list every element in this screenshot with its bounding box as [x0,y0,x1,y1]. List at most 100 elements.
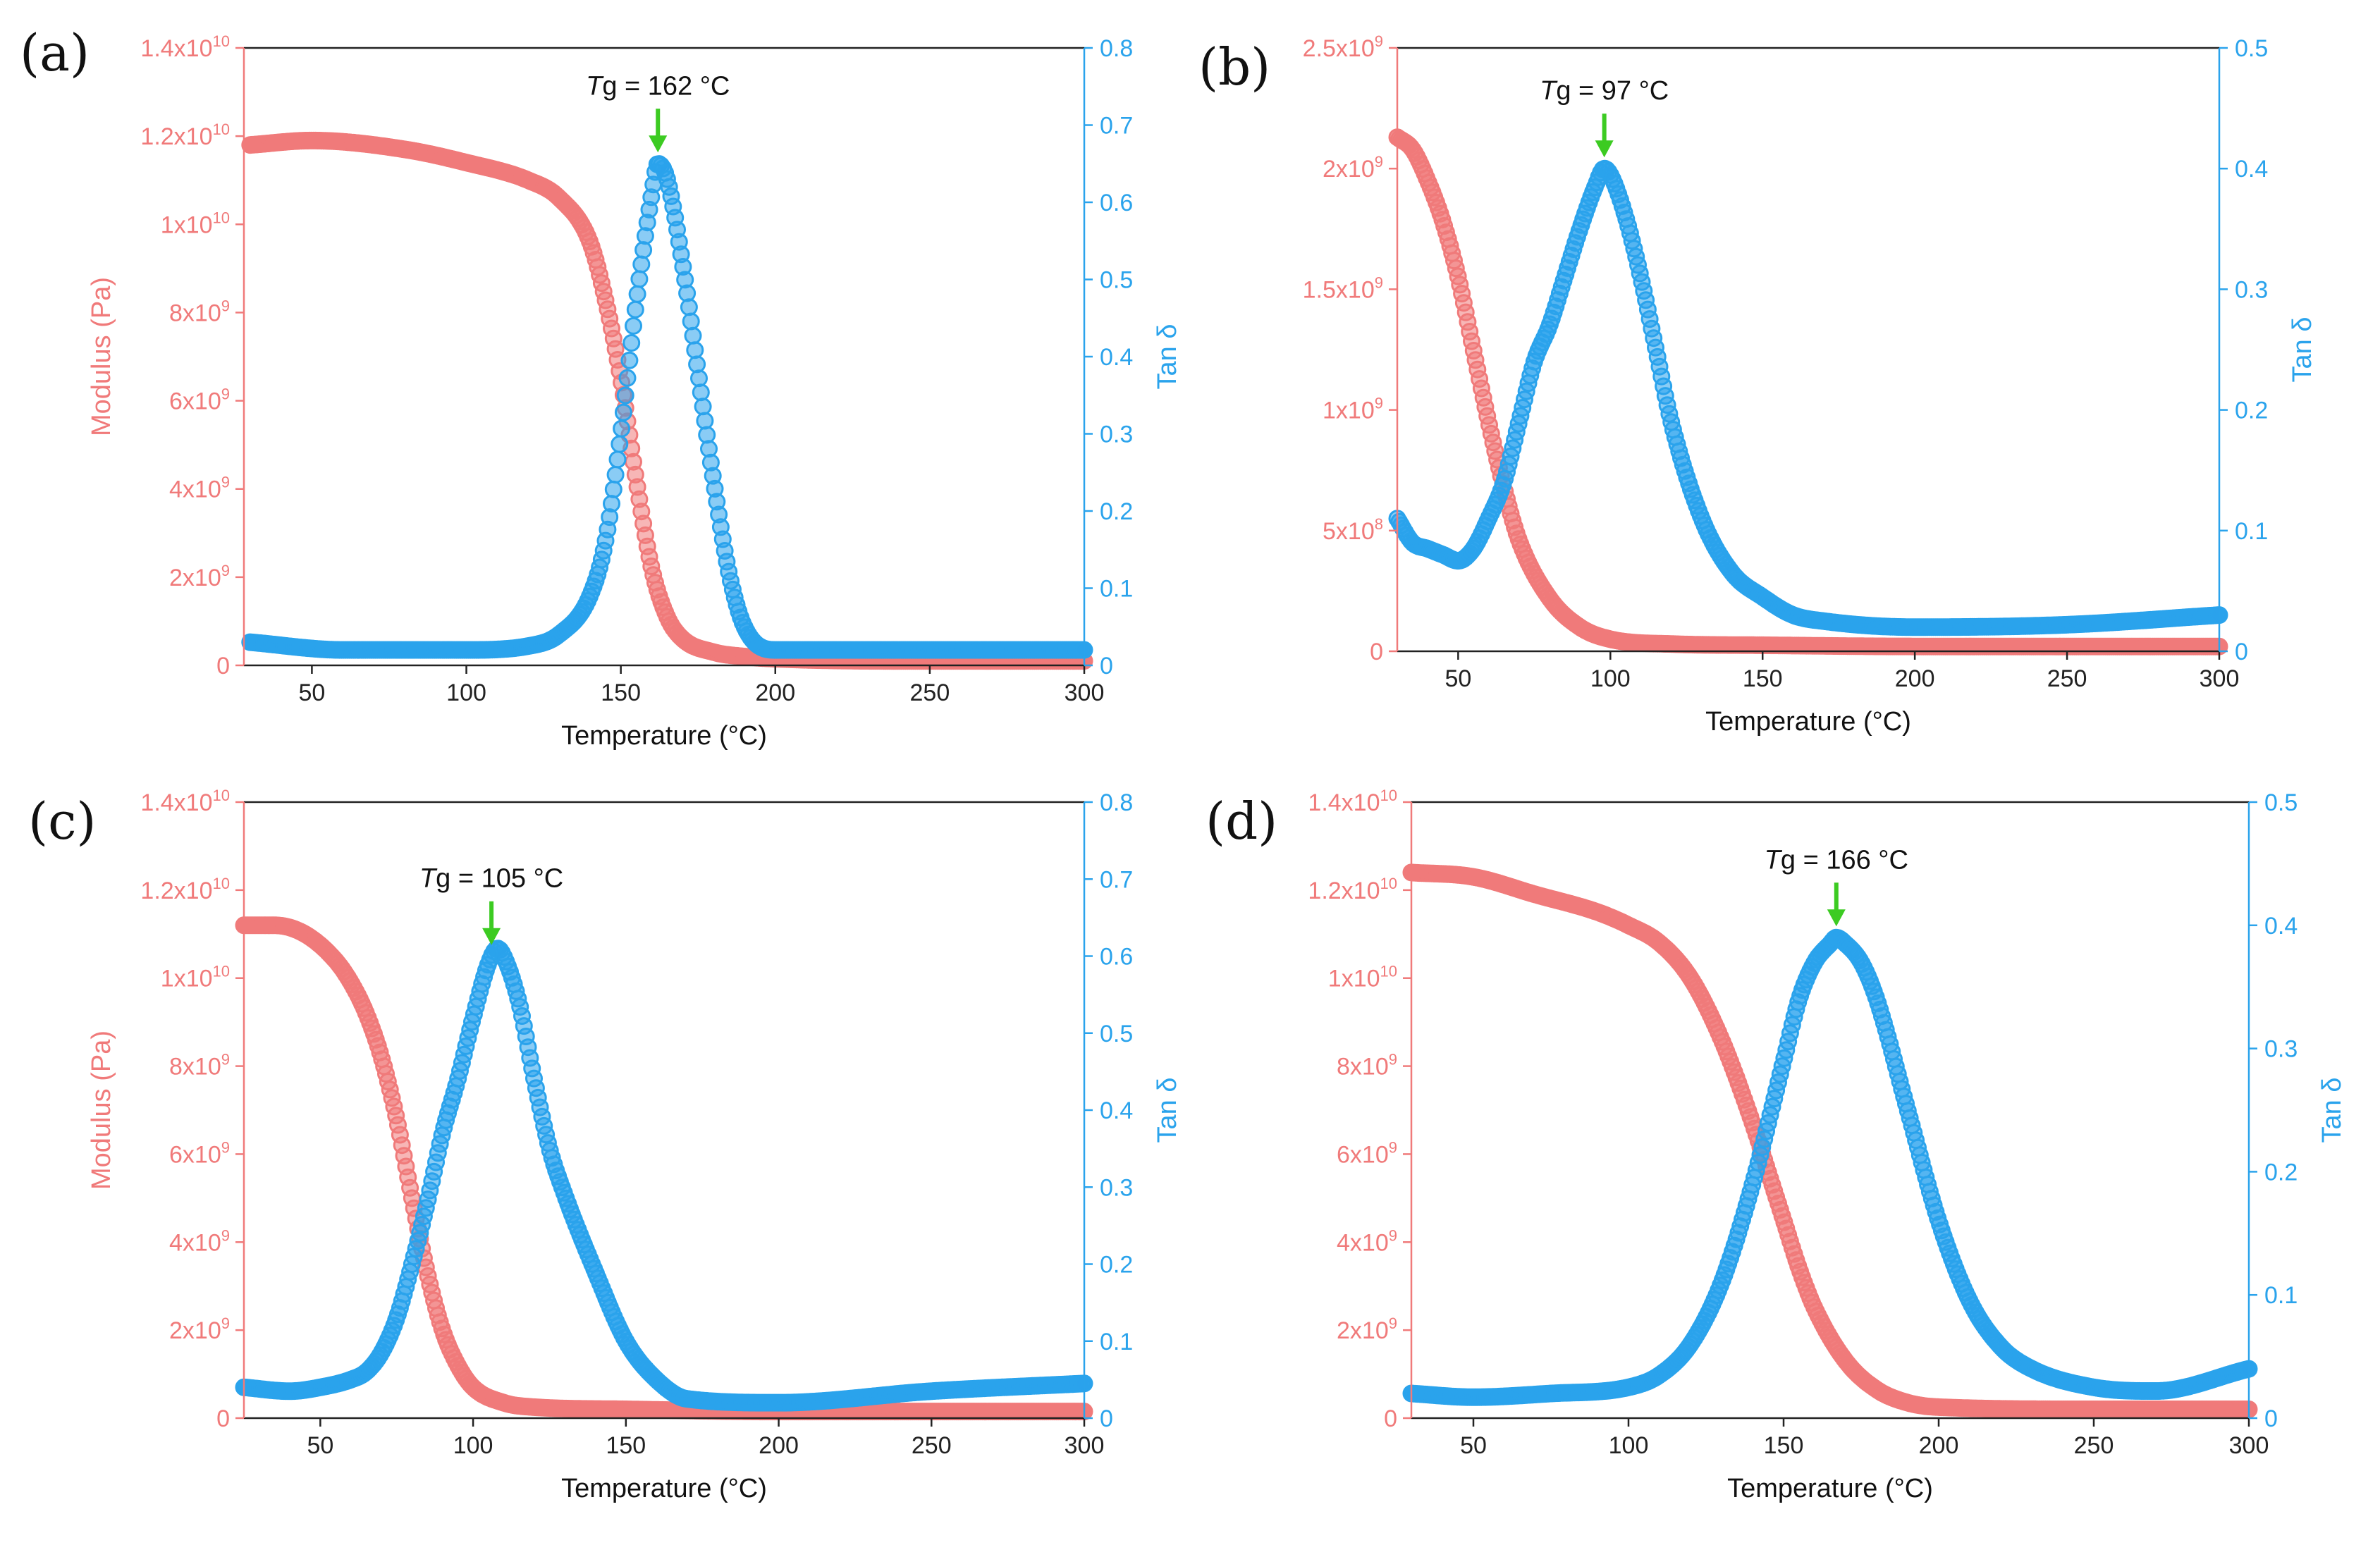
x-tick-label: 150 [606,1432,646,1459]
y-left-tick-label: 0 [1370,639,1383,665]
y-right-tick-label: 0.3 [2235,276,2268,303]
y-right-tick-label: 0.6 [1100,944,1133,971]
x-tick-label: 200 [755,679,795,706]
panel-label: (d) [1206,792,1277,851]
y-right-tick-label: 0.2 [1100,1252,1133,1279]
x-tick-label: 50 [307,1432,333,1459]
y-right-tick-label: 0.4 [1100,1097,1133,1124]
data-point [603,495,620,513]
tan-delta-series [235,940,1093,1412]
data-point [692,383,710,402]
x-tick-label: 250 [912,1432,952,1459]
x-tick-label: 300 [2229,1432,2269,1459]
y-left-axis-title: Modulus (Pa) [87,277,116,436]
y-right-tick-label: 0.1 [1100,1329,1133,1355]
tg-arrow [649,109,668,153]
tg-arrow [1595,113,1614,158]
tg-label: Tg = 97 °C [1540,76,1669,106]
data-point [632,255,651,273]
y-right-tick-label: 0.7 [1100,113,1133,140]
x-tick-label: 100 [1590,665,1631,692]
y-right-tick-label: 0.5 [1100,1021,1133,1047]
y-right-tick-label: 0.1 [2235,518,2268,545]
panel-label: (c) [28,792,97,851]
y-left-tick-label: 1x1010 [161,209,230,238]
y-right-tick-label: 0.3 [1100,1174,1133,1201]
data-point [630,270,649,288]
y-left-axis-title: Modulus (Pa) [87,1030,116,1190]
data-point [604,480,622,498]
y-right-axis-title: Tan δ [1153,324,1182,390]
modulus-series [1388,128,2228,655]
y-right-tick-label: 0 [2264,1405,2278,1432]
data-point [613,419,631,438]
x-axis-title: Temperature (°C) [1727,1474,1933,1503]
x-tick-label: 200 [759,1432,799,1459]
y-right-axis-title: Tan δ [1153,1078,1182,1143]
tan-delta-series [241,155,1093,659]
y-left-tick-label: 4x109 [169,1226,230,1256]
y-left-tick-label: 1.4x1010 [140,32,230,62]
chart-panel-3: (d) 50 100 150 200 250 300 Temperature (°C) 0 2x1… [1206,787,2347,1503]
tg-arrow [1827,882,1846,927]
x-tick-label: 50 [298,679,325,706]
y-right-tick-label: 0 [2235,639,2248,665]
data-point [614,403,632,421]
y-left-tick-label: 5x108 [1323,515,1383,545]
y-right-axis-title: Tan δ [2317,1078,2347,1143]
data-point [690,369,708,388]
y-left-tick-label: 0 [216,653,230,679]
y-left-tick-label: 2x109 [1323,153,1383,183]
y-right-tick-label: 0.1 [2264,1282,2298,1309]
y-right-tick-label: 0.2 [2235,398,2268,424]
data-point [611,435,629,453]
y-left-tick-label: 6x109 [169,1138,230,1168]
data-point [625,316,642,335]
y-left-tick-label: 1x109 [1323,395,1383,424]
y-right-axis-title: Tan δ [2288,317,2317,383]
x-tick-label: 100 [453,1432,493,1459]
y-left-tick-label: 8x109 [169,297,230,326]
x-tick-label: 50 [1444,665,1471,692]
x-axis-title: Temperature (°C) [561,721,767,751]
x-tick-label: 300 [2200,665,2240,692]
tg-label: Tg = 105 °C [419,864,563,894]
data-point [686,341,704,359]
x-axis-title: Temperature (°C) [561,1474,767,1503]
y-left-tick-label: 1.4x1010 [140,787,230,816]
x-axis-title: Temperature (°C) [1705,707,1911,737]
panel-label: (b) [1198,37,1270,97]
chart-panel-2: (c) 50 100 150 200 250 300 Temperature (°C) 0 2x1… [28,787,1182,1503]
x-tick-label: 300 [1065,1432,1105,1459]
data-point [694,398,712,416]
y-right-tick-label: 0.4 [2264,913,2298,940]
chart-panel-1: (b) 50 100 150 200 250 300 Temperature (°C) 0 5x1… [1198,32,2317,737]
y-left-tick-label: 2x109 [1337,1315,1397,1344]
y-left-tick-label: 0 [1384,1405,1397,1432]
tg-arrow [482,901,501,945]
data-point [616,386,634,405]
data-point [622,334,641,352]
x-tick-label: 150 [1764,1432,1804,1459]
y-left-tick-label: 8x109 [169,1051,230,1081]
y-left-tick-label: 2x109 [169,1315,230,1344]
x-tick-label: 50 [1460,1432,1487,1459]
y-right-tick-label: 0.8 [1100,789,1133,816]
tan-delta-series [1402,928,2258,1406]
y-right-tick-label: 0.3 [1100,421,1133,448]
y-right-tick-label: 0.4 [1100,344,1133,371]
data-point [608,450,627,469]
x-tick-label: 250 [2047,665,2087,692]
tg-label: Tg = 166 °C [1765,845,1908,875]
data-point [618,369,637,387]
modulus-series [241,131,1093,670]
y-right-tick-label: 0 [1100,1405,1113,1432]
y-left-tick-label: 4x109 [1337,1226,1397,1256]
y-right-tick-label: 0.1 [1100,576,1133,603]
y-left-tick-label: 1x1010 [1328,963,1397,992]
y-left-tick-label: 1.5x109 [1303,273,1383,303]
y-right-tick-label: 0.6 [1100,190,1133,216]
tg-label: Tg = 162 °C [586,71,730,101]
y-left-tick-label: 1.2x1010 [1308,875,1397,904]
